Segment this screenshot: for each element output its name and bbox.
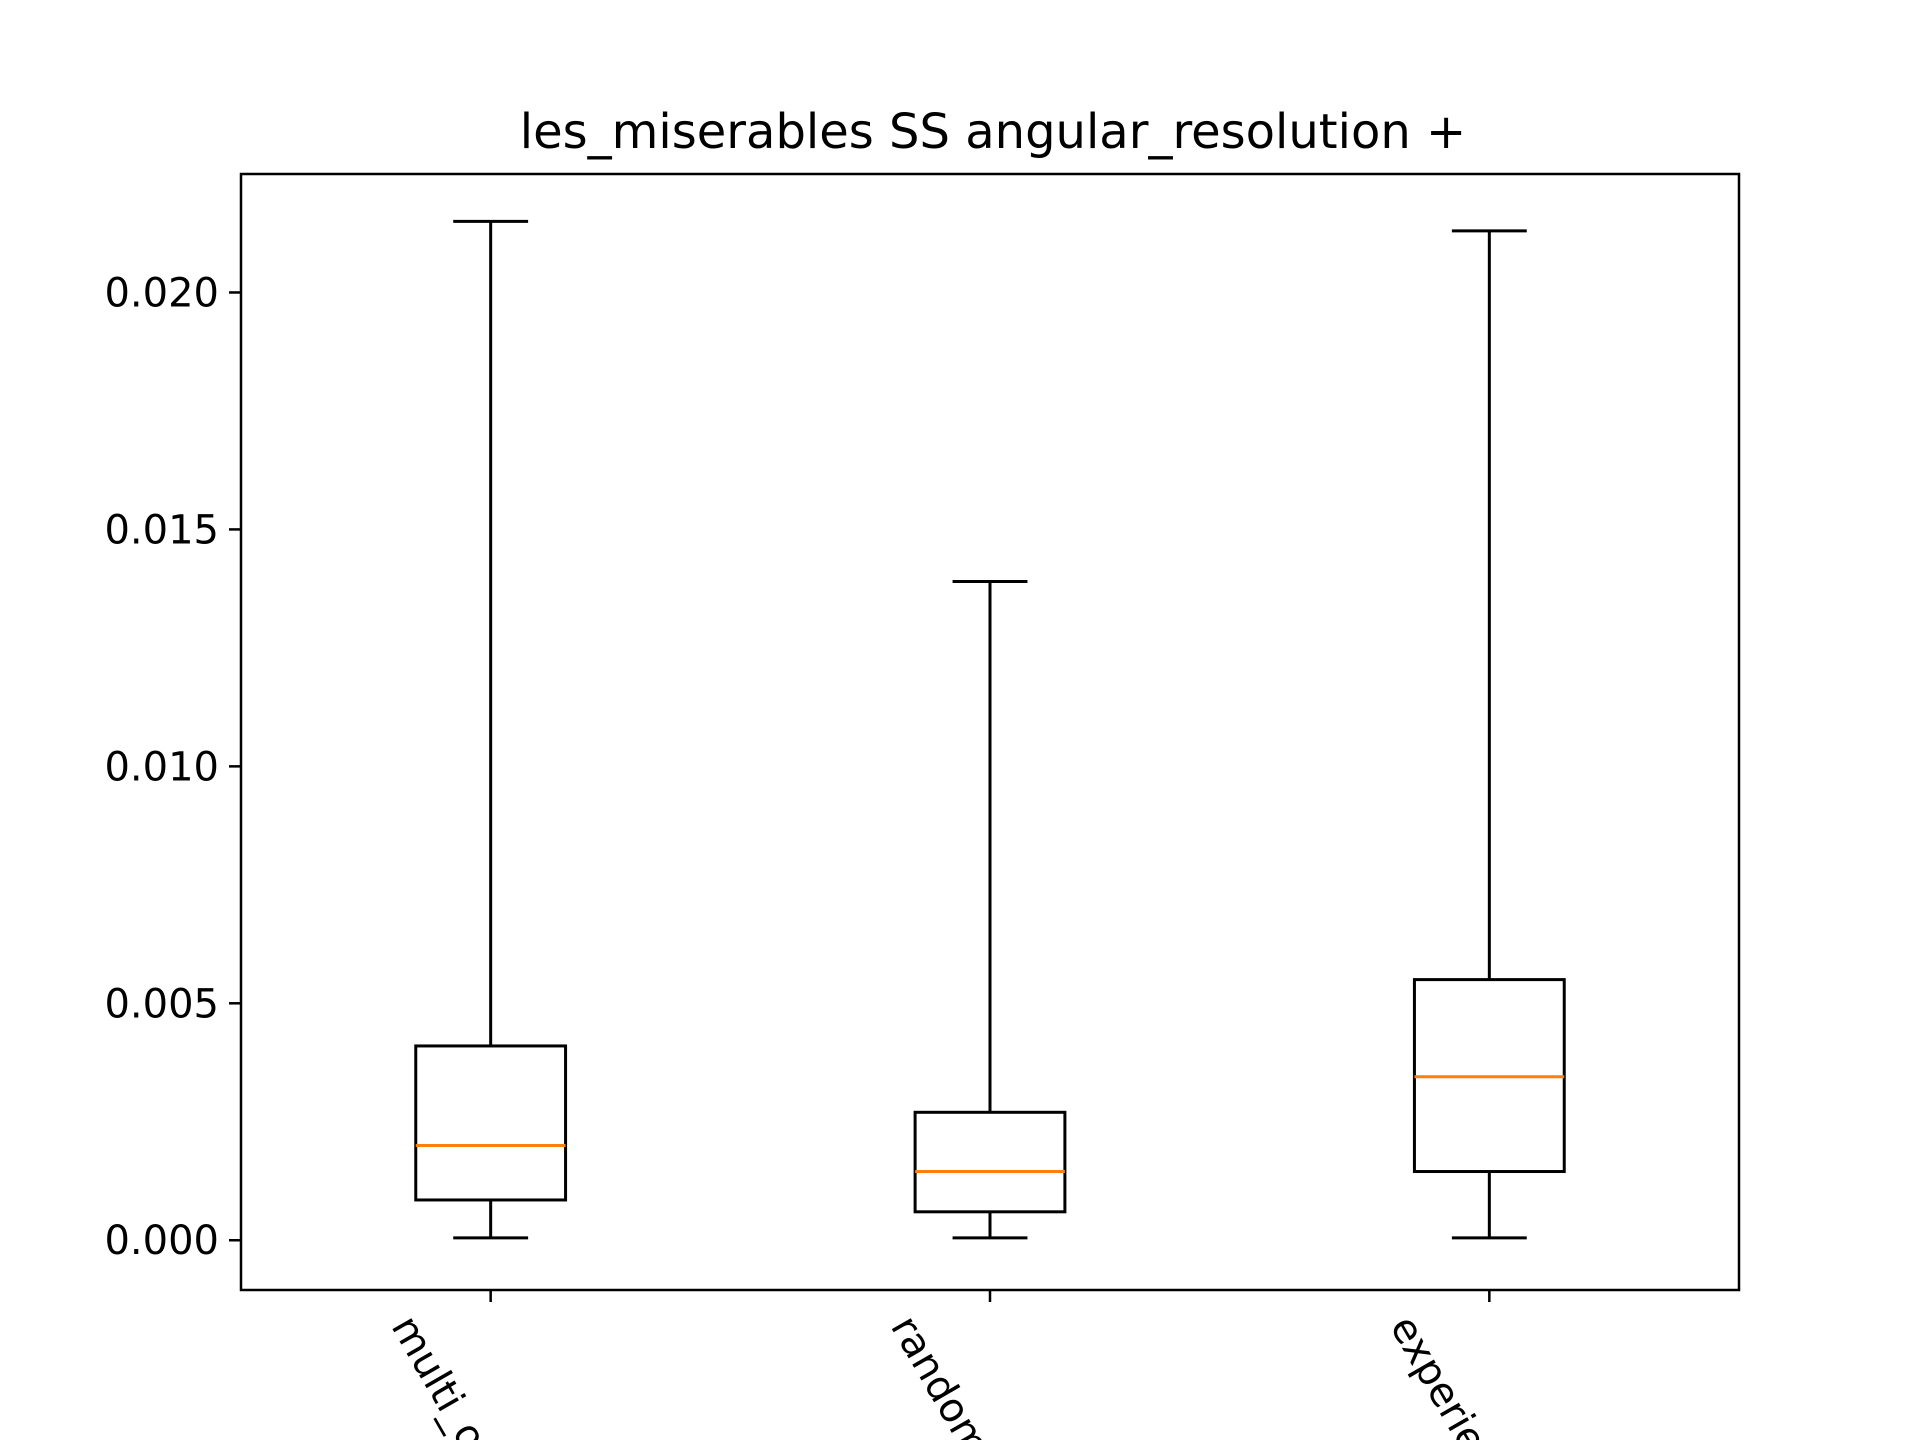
x-tick-label: multi_o: [382, 1308, 495, 1440]
y-tick-label: 0.015: [104, 507, 219, 553]
box-2: [913, 580, 1067, 1240]
box-series: [414, 219, 1566, 1240]
x-axis: multi_o random experie: [382, 1290, 1495, 1440]
x-tick-label: experie: [1381, 1308, 1496, 1440]
y-tick-label: 0.005: [104, 981, 219, 1027]
iqr-box: [414, 1044, 568, 1202]
chart-title: les_miserables SS angular_resolution +: [520, 104, 1466, 160]
y-tick-label: 0.020: [104, 270, 219, 316]
box-1: [414, 219, 568, 1240]
iqr-box: [913, 1110, 1067, 1214]
y-tick-label: 0.000: [104, 1218, 219, 1264]
x-tick-label: random: [881, 1308, 998, 1440]
y-tick-label: 0.010: [104, 744, 219, 790]
box-3: [1412, 229, 1566, 1240]
y-axis: 0.000 0.005 0.010 0.015 0.020: [104, 270, 241, 1264]
